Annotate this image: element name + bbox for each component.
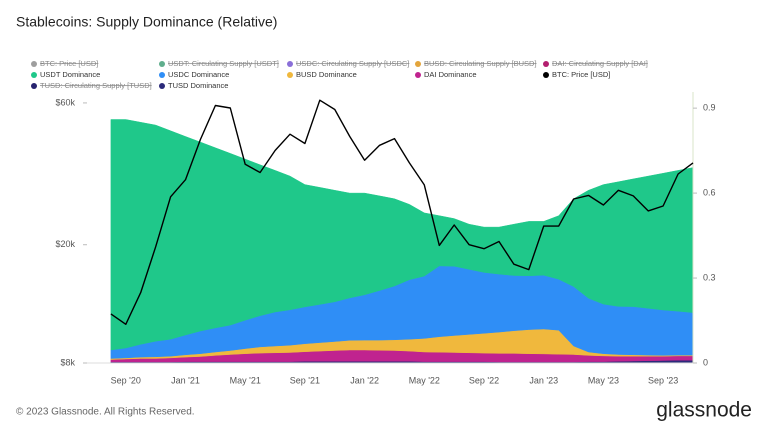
legend-label: USDC Dominance [168, 70, 229, 79]
legend-label: BUSD Dominance [296, 70, 357, 79]
legend-label: DAI Dominance [424, 70, 477, 79]
y2-tick-label: 0.3 [703, 272, 716, 282]
x-tick-label: Sep '22 [469, 375, 499, 385]
chart-title: Stablecoins: Supply Dominance (Relative) [16, 14, 277, 30]
legend-swatch [159, 83, 165, 89]
price-line [110, 99, 694, 325]
x-tick-label: Jan '22 [350, 375, 379, 385]
x-tick-label: Sep '21 [290, 375, 320, 385]
legend-label: BTC: Price [USD] [40, 59, 98, 68]
legend-swatch [159, 72, 165, 78]
legend-item[interactable]: USDT: Circulating Supply [USDT] [159, 59, 279, 68]
legend-label: USDC: Circulating Supply [USDC] [296, 59, 409, 68]
legend-item[interactable]: DAI: Circulating Supply [DAI] [543, 59, 648, 68]
legend-item[interactable]: TUSD Dominance [159, 81, 228, 90]
brand-logo: glassnode [656, 399, 752, 422]
y-tick-label: $20k [55, 239, 75, 249]
legend-item[interactable]: USDC: Circulating Supply [USDC] [287, 59, 409, 68]
legend-label: DAI: Circulating Supply [DAI] [552, 59, 648, 68]
y-tick-label: $8k [60, 357, 75, 367]
x-tick-label: May '21 [230, 375, 261, 385]
legend-label: USDT: Circulating Supply [USDT] [168, 59, 279, 68]
legend-item[interactable]: BTC: Price [USD] [31, 59, 98, 68]
legend-swatch [31, 61, 37, 67]
legend-label: TUSD Dominance [168, 81, 228, 90]
legend-swatch [415, 72, 421, 78]
legend-swatch [287, 61, 293, 67]
legend-swatch [415, 61, 421, 67]
legend-swatch [159, 61, 165, 67]
legend-swatch [287, 72, 293, 78]
x-tick-label: May '23 [588, 375, 619, 385]
footer: © 2023 Glassnode. All Rights Reserved. [16, 407, 195, 418]
x-tick-label: May '22 [409, 375, 440, 385]
legend-item[interactable]: BTC: Price [USD] [543, 70, 610, 79]
legend-item[interactable]: BUSD Dominance [287, 70, 357, 79]
y-tick-label: $60k [55, 97, 75, 107]
legend-item[interactable]: DAI Dominance [415, 70, 477, 79]
y2-tick-label: 0 [703, 357, 708, 367]
x-tick-label: Sep '20 [111, 375, 141, 385]
y2-tick-label: 0.6 [703, 187, 716, 197]
legend-item[interactable]: USDC Dominance [159, 70, 229, 79]
legend-label: BTC: Price [USD] [552, 70, 610, 79]
x-tick-label: Jan '21 [171, 375, 200, 385]
legend-swatch [31, 72, 37, 78]
y2-tick-label: 0.9 [703, 103, 716, 113]
legend-item[interactable]: TUSD: Circulating Supply [TUSD] [31, 81, 152, 90]
x-tick-label: Jan '23 [529, 375, 558, 385]
legend-label: BUSD: Circulating Supply [BUSD] [424, 59, 537, 68]
legend-item[interactable]: BUSD: Circulating Supply [BUSD] [415, 59, 537, 68]
legend-swatch [543, 72, 549, 78]
legend-item[interactable]: USDT Dominance [31, 70, 100, 79]
legend-swatch [31, 83, 37, 89]
legend-label: USDT Dominance [40, 70, 100, 79]
legend-swatch [543, 61, 549, 67]
legend-label: TUSD: Circulating Supply [TUSD] [40, 81, 152, 90]
x-tick-label: Sep '23 [648, 375, 678, 385]
